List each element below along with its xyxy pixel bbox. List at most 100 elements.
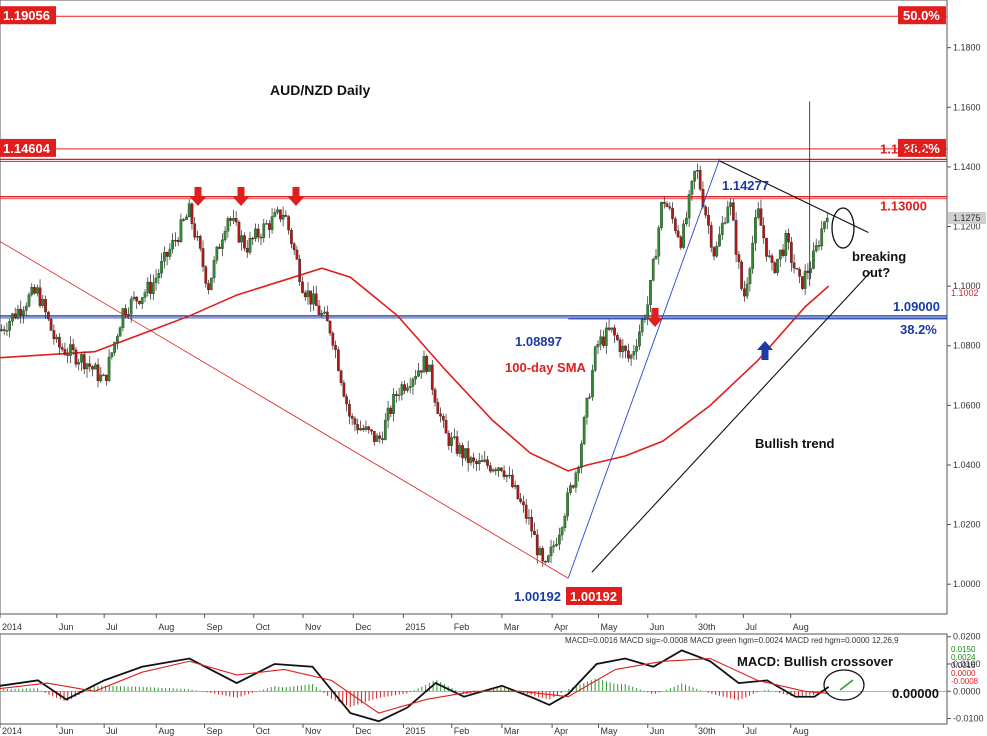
level-left-label: 1.19056 xyxy=(3,8,50,23)
price-tick-label: 1.0400 xyxy=(953,460,981,470)
candle-up xyxy=(547,556,549,562)
candle-up xyxy=(144,293,146,298)
candle-down xyxy=(666,204,668,207)
candle-up xyxy=(265,223,267,224)
candle-down xyxy=(285,215,287,216)
candle-down xyxy=(257,229,259,237)
candle-up xyxy=(25,306,27,310)
candle-down xyxy=(713,247,715,256)
bullish-trend-label: Bullish trend xyxy=(755,436,835,451)
candle-up xyxy=(359,428,361,430)
macd-header: MACD=0.0016 MACD sig=-0.0008 MACD green … xyxy=(565,636,899,645)
low-label-blue: 1.00192 xyxy=(514,589,561,604)
time-tick-label: Jul xyxy=(745,726,757,736)
candle-up xyxy=(768,256,770,257)
time-tick-label: Mar xyxy=(504,622,520,632)
candle-down xyxy=(268,223,270,229)
chart-title: AUD/NZD Daily xyxy=(270,82,371,98)
macd-zero-label: 0.00000 xyxy=(892,686,939,701)
time-tick-label: Sep xyxy=(207,726,223,736)
level-label: 1.09000 xyxy=(893,299,940,314)
candle-down xyxy=(437,402,439,413)
candle-down xyxy=(354,418,356,424)
candle-down xyxy=(105,375,107,381)
time-tick-label: Jun xyxy=(59,726,74,736)
candle-up xyxy=(754,218,756,244)
sma-label: 100-day SMA xyxy=(505,360,587,375)
candle-down xyxy=(481,460,483,461)
candle-up xyxy=(630,355,632,358)
candle-up xyxy=(453,437,455,438)
candle-down xyxy=(475,461,477,464)
candle-up xyxy=(254,229,256,239)
candle-up xyxy=(718,235,720,246)
candle-down xyxy=(166,252,168,256)
candle-up xyxy=(116,336,118,342)
candle-down xyxy=(296,250,298,259)
candle-down xyxy=(182,220,184,221)
candle-down xyxy=(472,458,474,462)
candle-down xyxy=(531,517,533,531)
price-tick-label: 1.0000 xyxy=(953,579,981,589)
candle-down xyxy=(707,215,709,225)
candle-down xyxy=(368,427,370,430)
candle-up xyxy=(232,218,234,220)
candle-down xyxy=(97,365,99,381)
time-tick-label: Feb xyxy=(454,622,470,632)
candle-up xyxy=(506,475,508,477)
candle-down xyxy=(301,282,303,293)
candle-up xyxy=(122,309,124,328)
candle-up xyxy=(655,256,657,259)
macd-axis: 0.02000.01000.0000-0.01000.01500.00240.0… xyxy=(947,632,984,724)
price-tick-label: 1.1600 xyxy=(953,102,981,112)
candle-down xyxy=(207,283,209,289)
price-tick-label: 1.0600 xyxy=(953,400,981,410)
candle-down xyxy=(44,299,46,312)
candle-up xyxy=(282,215,284,219)
price-tick-label: 1.1400 xyxy=(953,162,981,172)
candle-up xyxy=(589,397,591,398)
candle-down xyxy=(608,328,610,330)
candle-down xyxy=(50,319,52,330)
candle-down xyxy=(489,466,491,472)
candle-down xyxy=(202,248,204,266)
candle-up xyxy=(78,362,80,364)
time-tick-label: Jun xyxy=(650,622,665,632)
candle-down xyxy=(370,430,372,432)
candle-down xyxy=(199,236,201,248)
candle-up xyxy=(550,547,552,556)
candle-up xyxy=(412,379,414,386)
candle-up xyxy=(127,314,129,315)
candle-down xyxy=(434,390,436,403)
candle-up xyxy=(86,364,88,369)
candle-up xyxy=(826,218,828,222)
candle-down xyxy=(732,203,734,221)
candle-down xyxy=(818,245,820,246)
candle-up xyxy=(597,344,599,347)
time-tick-label: 2014 xyxy=(2,726,22,736)
candle-down xyxy=(503,471,505,477)
candle-down xyxy=(771,256,773,263)
time-tick-label: Aug xyxy=(158,622,174,632)
candle-down xyxy=(677,231,679,237)
candle-up xyxy=(227,218,229,231)
time-tick-label: 30th xyxy=(698,622,716,632)
candle-down xyxy=(796,268,798,269)
candle-up xyxy=(376,436,378,442)
candle-down xyxy=(337,350,339,371)
candle-down xyxy=(445,420,447,433)
candle-up xyxy=(724,223,726,224)
candle-down xyxy=(53,330,55,339)
candle-down xyxy=(807,271,809,273)
price-tick-label: 1.0800 xyxy=(953,341,981,351)
candle-down xyxy=(442,416,444,420)
candle-down xyxy=(287,217,289,231)
candle-up xyxy=(611,328,613,330)
candle-down xyxy=(572,486,574,488)
red-marker-label: 1.1002 xyxy=(951,288,979,298)
candle-up xyxy=(423,356,425,372)
candle-up xyxy=(497,468,499,471)
candle-up xyxy=(622,346,624,352)
candle-up xyxy=(80,354,82,362)
